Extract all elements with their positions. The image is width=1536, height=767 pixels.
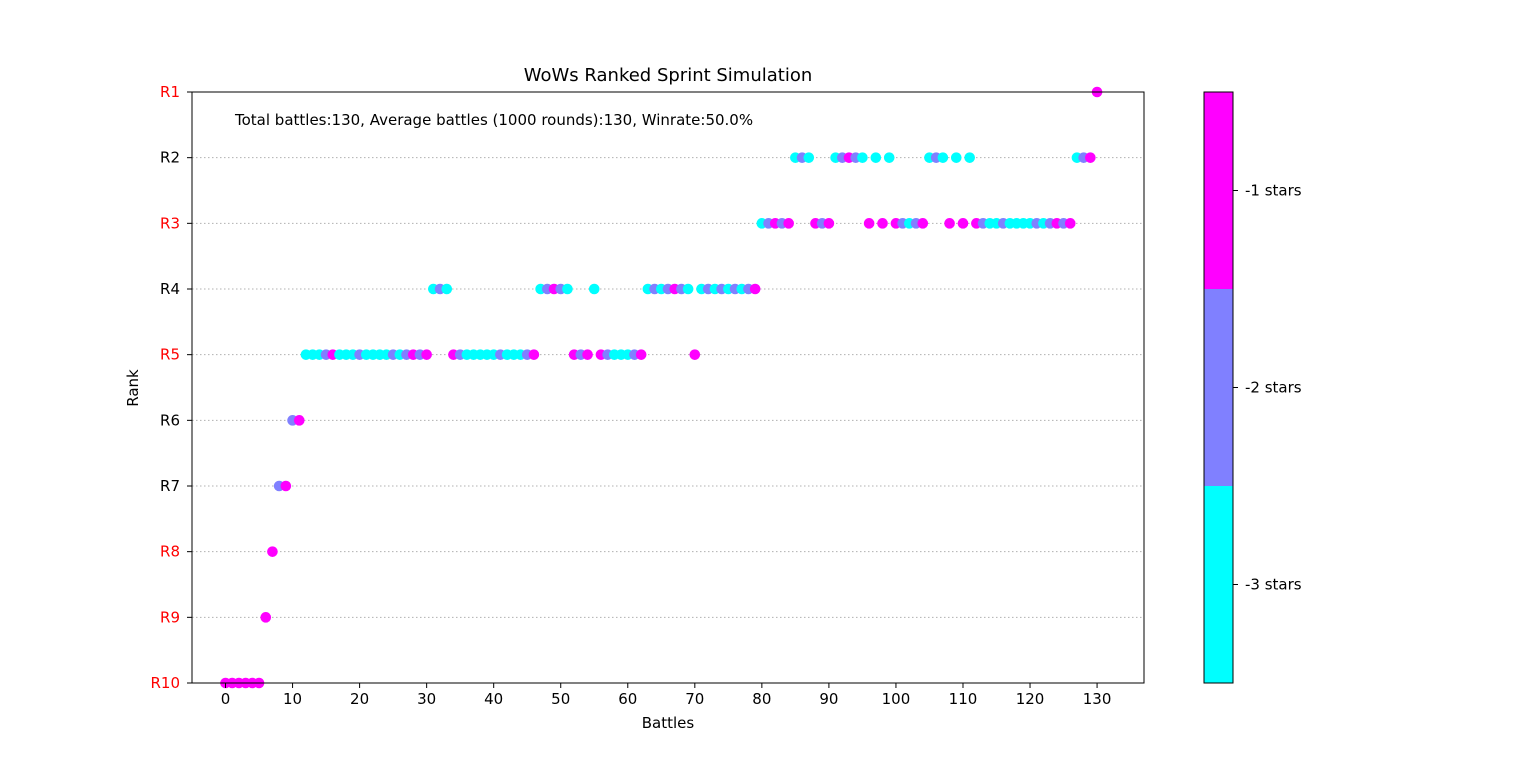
data-point	[293, 415, 305, 426]
data-point	[883, 152, 895, 163]
colorbar-frame	[1203, 91, 1234, 684]
data-point	[803, 152, 815, 163]
chart-title: WoWs Ranked Sprint Simulation	[524, 65, 813, 86]
y-tick-label: R6	[160, 411, 180, 429]
x-tick-label: 50	[551, 690, 570, 708]
data-point	[260, 612, 272, 623]
data-point	[749, 283, 761, 295]
data-points	[220, 86, 1103, 689]
y-tick-label: R1	[160, 83, 180, 101]
data-point	[421, 349, 432, 360]
data-point	[588, 283, 600, 295]
x-axis-label: Battles	[642, 714, 695, 732]
colorbar-segment	[1204, 289, 1233, 486]
data-point	[635, 349, 647, 360]
x-tick-label: 130	[1083, 690, 1112, 708]
y-tick-label: R4	[160, 280, 180, 298]
data-point	[528, 349, 540, 360]
x-tick-label: 80	[752, 690, 771, 708]
x-tick-label: 90	[819, 690, 838, 708]
plot-frame	[191, 91, 1145, 684]
data-point	[863, 218, 875, 229]
y-tick-label: R7	[160, 477, 180, 495]
data-point	[823, 218, 835, 229]
x-tick-label: 110	[949, 690, 978, 708]
y-axis-ticks: R1 R2 R3 R4 R5 R6 R7 R8 R9 R10	[150, 83, 192, 692]
data-point	[582, 349, 593, 360]
y-tick-label: R10	[150, 674, 180, 692]
data-point	[944, 218, 955, 229]
data-point	[917, 218, 929, 229]
data-point	[441, 283, 453, 295]
data-point	[689, 349, 701, 360]
data-point	[682, 283, 694, 295]
colorbar-label: -1 stars	[1245, 182, 1302, 200]
data-point	[783, 218, 794, 229]
colorbar: -1 stars -2 stars -3 stars	[1203, 91, 1302, 684]
colorbar-label: -3 stars	[1245, 576, 1302, 594]
y-tick-label: R5	[160, 346, 180, 364]
data-point	[1085, 152, 1096, 163]
x-tick-label: 60	[618, 690, 637, 708]
data-point	[957, 218, 969, 229]
x-tick-label: 120	[1016, 690, 1045, 708]
data-point	[950, 152, 962, 163]
y-tick-label: R8	[160, 543, 180, 561]
y-tick-label: R2	[160, 149, 180, 167]
data-point	[964, 152, 975, 163]
y-axis-label: Rank	[124, 369, 142, 407]
data-point	[937, 152, 949, 163]
y-tick-label: R9	[160, 608, 180, 626]
data-point	[562, 283, 573, 295]
x-tick-label: 40	[484, 690, 503, 708]
data-point	[857, 152, 868, 163]
x-axis-ticks: 0 10 20 30 40 50 60 70 80 90 100 110 120 130	[221, 683, 1112, 708]
data-point	[267, 546, 278, 557]
summary-annotation: Total battles:130, Average battles (1000…	[234, 111, 753, 129]
x-tick-label: 10	[283, 690, 302, 708]
data-point	[1064, 218, 1076, 229]
x-tick-label: 30	[417, 690, 436, 708]
y-tick-label: R3	[160, 214, 180, 232]
colorbar-label: -2 stars	[1245, 379, 1302, 397]
colorbar-segment	[1204, 486, 1233, 683]
colorbar-segment	[1204, 92, 1233, 289]
data-point	[877, 218, 888, 229]
data-point	[870, 152, 882, 163]
x-tick-label: 20	[350, 690, 369, 708]
x-tick-label: 100	[882, 690, 911, 708]
x-tick-label: 0	[221, 690, 231, 708]
data-point	[280, 480, 292, 492]
x-tick-label: 70	[685, 690, 704, 708]
